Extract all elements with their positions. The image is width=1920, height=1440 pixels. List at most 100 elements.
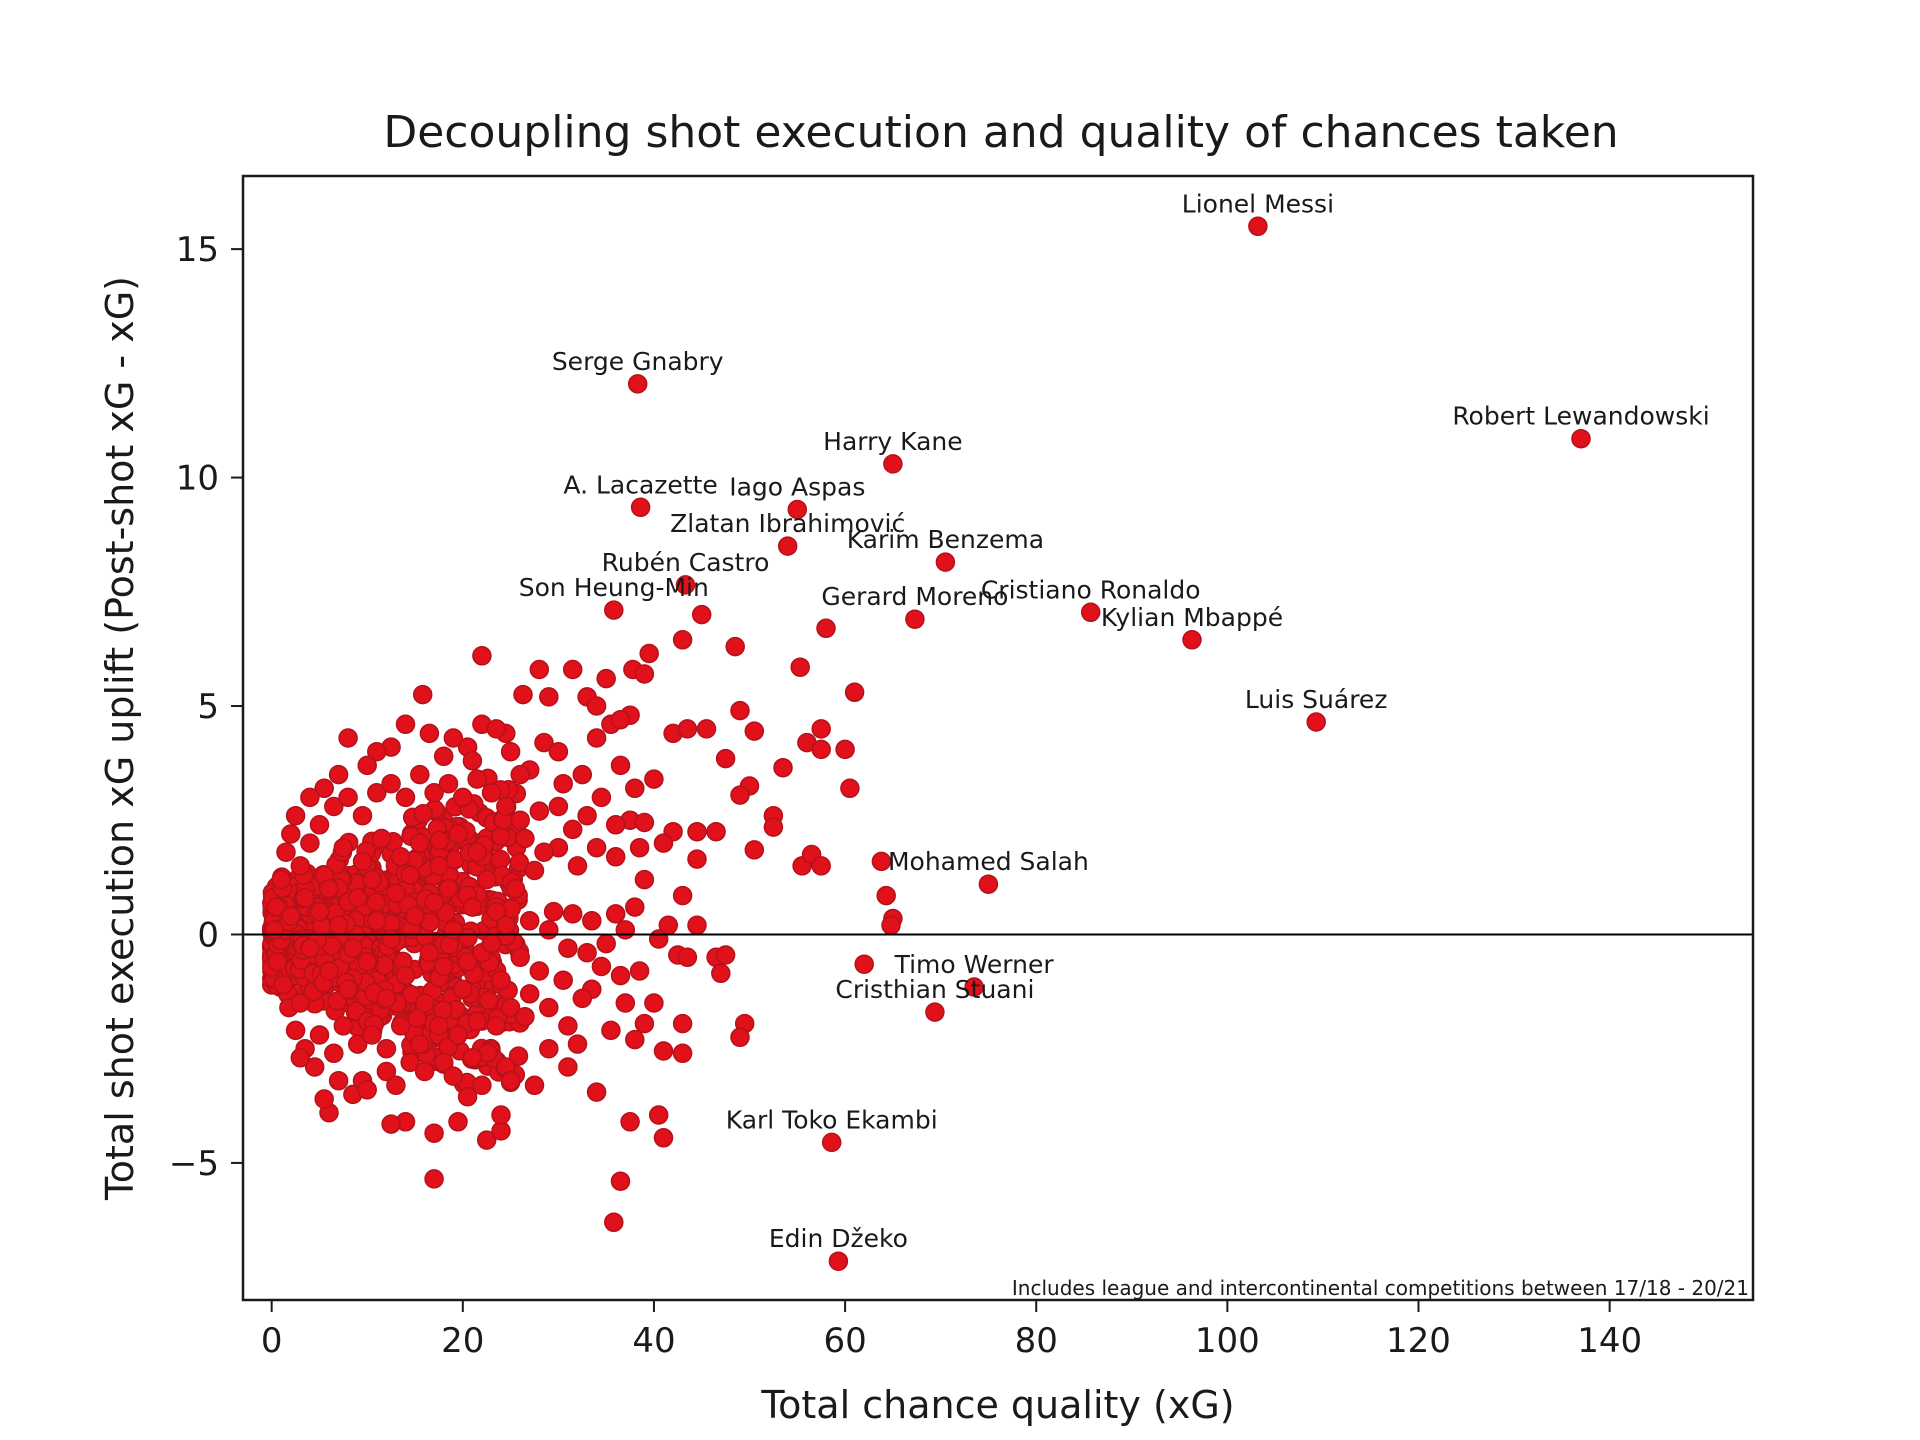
x-axis-ticks: 0 20 40 60 80 100 120 140 <box>261 1300 1642 1361</box>
scatter-point <box>615 920 636 940</box>
scatter-point <box>816 618 836 639</box>
scatter-point <box>610 1171 631 1191</box>
scatter-point <box>443 1066 464 1086</box>
scatter-point <box>491 826 511 846</box>
scatter-point <box>524 860 545 881</box>
x-tick-label: 0 <box>261 1321 283 1361</box>
scatter-point <box>677 719 698 739</box>
scatter-point <box>285 805 306 826</box>
scatter-point <box>491 970 511 990</box>
scatter-point <box>634 1013 655 1034</box>
scatter-point <box>433 956 454 977</box>
scatter-point <box>290 1048 311 1068</box>
scatter-point <box>424 783 444 803</box>
scatter-point <box>285 1020 306 1041</box>
scatter-point <box>744 721 765 741</box>
scatter-point <box>467 769 487 789</box>
scatter-point <box>567 1034 588 1054</box>
scatter-point <box>610 709 631 730</box>
scatter-point <box>548 741 569 762</box>
scatter-point <box>347 888 368 908</box>
points-layer <box>261 216 1591 1271</box>
x-tick-label: 20 <box>441 1321 484 1361</box>
x-tick-label: 80 <box>1015 1321 1058 1361</box>
scatter-point <box>324 1043 344 1064</box>
scatter-point <box>629 961 650 981</box>
scatter-point <box>634 869 655 890</box>
scatter-point <box>271 869 291 890</box>
scatter-point <box>773 757 793 778</box>
scatter-point <box>562 819 583 840</box>
scatter-point <box>472 646 492 666</box>
x-tick-label: 140 <box>1577 1321 1642 1361</box>
scatter-point <box>424 1169 444 1189</box>
y-tick-label: 5 <box>197 687 219 727</box>
scatter-point <box>328 764 349 785</box>
labeled-scatter-point <box>883 454 903 474</box>
scatter-point <box>264 920 285 940</box>
scatter-point <box>648 929 669 949</box>
scatter-point <box>539 687 559 707</box>
scatter-point <box>840 778 860 799</box>
scatter-point <box>376 988 397 1009</box>
labeled-scatter-point <box>1248 216 1268 237</box>
scatter-point <box>414 993 435 1013</box>
scatter-point <box>500 997 521 1018</box>
labeled-scatter-point <box>828 1251 849 1271</box>
scatter-point <box>548 796 569 817</box>
scatter-point <box>347 1034 368 1054</box>
labeled-scatter-point <box>935 552 956 572</box>
scatter-point <box>300 938 320 958</box>
labeled-scatter-point <box>905 609 925 629</box>
labeled-scatter-point <box>821 1132 842 1153</box>
scatter-point <box>524 1075 545 1096</box>
scatter-point <box>491 1105 511 1125</box>
scatter-point <box>706 821 726 842</box>
player-label: Kylian Mbappé <box>1101 603 1283 632</box>
scatter-point <box>591 787 612 808</box>
scatter-point <box>615 993 636 1013</box>
scatter-point <box>605 904 626 924</box>
scatter-point <box>871 851 892 872</box>
scatter-point <box>553 970 573 990</box>
scatter-point <box>410 833 430 853</box>
scatter-point <box>290 993 311 1013</box>
scatter-point <box>696 719 717 739</box>
scatter-point <box>386 883 406 904</box>
scatter-point <box>500 1070 521 1091</box>
scatter-point <box>510 947 530 968</box>
player-label: Luis Suárez <box>1245 685 1388 714</box>
scatter-point <box>835 739 855 760</box>
scatter-point <box>591 956 612 977</box>
plot-area-frame <box>241 174 1755 1302</box>
player-label: Harry Kane <box>823 427 962 456</box>
scatter-point <box>567 856 588 876</box>
scatter-point <box>328 1070 349 1091</box>
scatter-point <box>479 990 499 1011</box>
scatter-point <box>625 778 645 799</box>
scatter-point <box>381 1114 401 1134</box>
scatter-point <box>730 1027 750 1048</box>
scatter-point <box>412 684 433 705</box>
scatter-point <box>653 833 674 853</box>
scatter-point <box>515 828 535 849</box>
labeled-scatter-point <box>604 600 624 620</box>
scatter-point <box>281 906 301 926</box>
scatter-point <box>295 888 315 908</box>
scatter-point <box>519 911 540 931</box>
scatter-point <box>644 769 664 789</box>
scatter-point <box>500 741 521 762</box>
scatter-point <box>319 961 339 981</box>
player-label: Lionel Messi <box>1182 189 1334 218</box>
scatter-point <box>634 664 655 684</box>
scatter-point <box>539 920 559 940</box>
scatter-point <box>601 1020 621 1041</box>
scatter-point <box>367 783 387 803</box>
x-tick-label: 100 <box>1195 1321 1260 1361</box>
scatter-point <box>558 1057 578 1077</box>
scatter-point <box>438 773 459 794</box>
scatter-point <box>481 933 502 954</box>
labeled-scatter-point <box>627 374 648 394</box>
scatter-point <box>476 1130 497 1150</box>
scatter-point <box>486 1016 507 1036</box>
